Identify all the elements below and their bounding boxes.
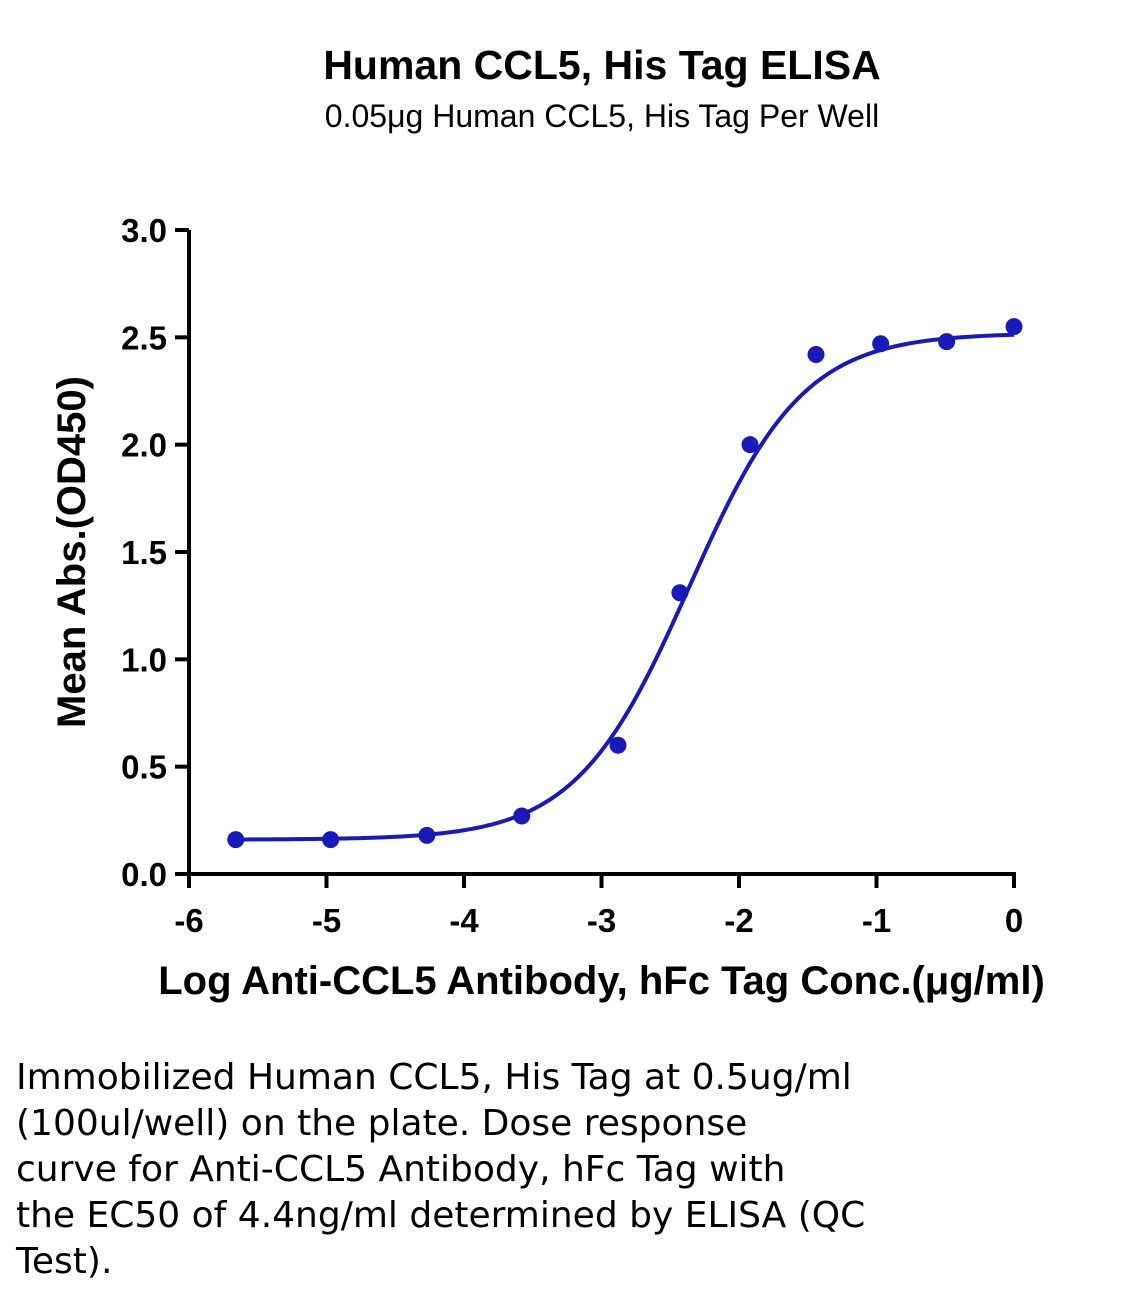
- x-tick-label: -3: [587, 902, 616, 939]
- caption-line: curve for Anti-CCL5 Antibody, hFc Tag wi…: [16, 1149, 786, 1190]
- data-point: [609, 736, 627, 754]
- x-tick-label: -2: [724, 902, 753, 939]
- elisa-chart: 0.0 0.5 1.0 1.5 2.0 2.5 3.0 -6 -5 -4 -3 -2 -1 0 Log An…: [50, 212, 1045, 1003]
- y-tick-label: 0.5: [121, 749, 167, 786]
- figure-caption: Immobilized Human CCL5, His Tag at 0.5ug…: [16, 1055, 1126, 1285]
- y-tick-label: 1.5: [121, 534, 167, 571]
- data-point: [513, 807, 531, 825]
- caption-line: (100ul/well) on the plate. Dose response: [16, 1103, 748, 1144]
- y-tick-label: 0.0: [121, 856, 167, 893]
- x-tick-label: -5: [312, 902, 341, 939]
- x-tick-label: -6: [174, 902, 203, 939]
- caption-line: the EC50 of 4.4ng/ml determined by ELISA…: [16, 1195, 866, 1236]
- y-tick-label: 2.0: [121, 427, 167, 464]
- caption-line: Test).: [16, 1241, 113, 1282]
- y-tick-label: 3.0: [121, 212, 167, 249]
- y-tick-label: 2.5: [121, 319, 167, 356]
- x-tick-label: 0: [1005, 902, 1023, 939]
- data-point: [671, 584, 689, 602]
- chart-subtitle: 0.05μg Human CCL5, His Tag Per Well: [324, 98, 880, 134]
- data-point: [938, 333, 956, 351]
- chart-title: Human CCL5, His Tag ELISA: [323, 42, 881, 88]
- fit-curve-line: [235, 332, 1015, 842]
- x-tick-label: -4: [449, 902, 479, 939]
- data-point: [322, 831, 340, 849]
- data-point: [227, 831, 245, 849]
- data-point: [1005, 318, 1023, 336]
- data-point: [872, 335, 890, 353]
- data-point: [807, 346, 825, 364]
- caption-line: Immobilized Human CCL5, His Tag at 0.5ug…: [16, 1057, 852, 1098]
- y-axis-label: Mean Abs.(OD450): [50, 376, 94, 728]
- x-tick-label: -1: [862, 902, 891, 939]
- x-axis-label: Log Anti-CCL5 Antibody, hFc Tag Conc.(μg…: [158, 959, 1045, 1003]
- data-point: [418, 826, 436, 844]
- y-tick-label: 1.0: [121, 641, 167, 678]
- data-point: [741, 436, 759, 454]
